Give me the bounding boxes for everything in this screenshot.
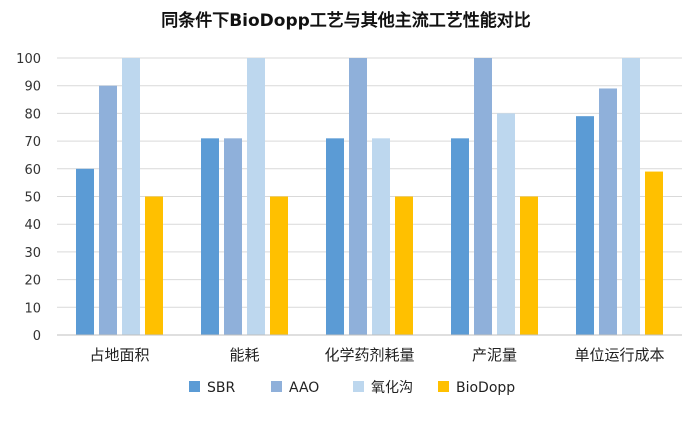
bar-SBR-能耗: [201, 138, 219, 335]
legend-label: AAO: [289, 380, 319, 396]
bar-SBR-占地面积: [76, 168, 94, 335]
y-tick-label: 100: [16, 52, 41, 67]
legend-label: SBR: [207, 380, 235, 396]
legend-label: BioDopp: [456, 380, 515, 396]
y-tick-label: 20: [24, 274, 41, 289]
bars: [76, 58, 663, 336]
y-tick-label: 40: [24, 218, 41, 233]
chart-title: 同条件下BioDopp工艺与其他主流工艺性能对比: [161, 10, 531, 31]
y-tick-label: 10: [24, 301, 41, 316]
bar-氧化沟-能耗: [247, 58, 265, 335]
bar-AAO-能耗: [224, 138, 242, 335]
legend-label: 氧化沟: [371, 380, 413, 396]
bar-SBR-产泥量: [451, 138, 469, 335]
y-tick-label: 50: [24, 191, 41, 206]
x-tick-label: 化学药剂耗量: [324, 346, 414, 364]
y-tick-label: 80: [24, 107, 41, 122]
y-axis-ticks: 0 10 20 30 40 50 60 70 80 90 100: [16, 52, 41, 344]
bar-SBR-单位运行成本: [576, 116, 594, 335]
legend-swatch: [353, 381, 364, 392]
y-tick-label: 0: [33, 329, 41, 344]
bar-SBR-化学药剂耗量: [326, 138, 344, 335]
x-tick-label: 占地面积: [89, 346, 149, 364]
bar-氧化沟-产泥量: [497, 113, 515, 336]
bar-BioDopp-占地面积: [145, 196, 163, 335]
bar-BioDopp-单位运行成本: [645, 171, 663, 335]
bar-氧化沟-化学药剂耗量: [372, 138, 390, 335]
bar-BioDopp-产泥量: [520, 196, 538, 335]
x-tick-label: 产泥量: [472, 346, 517, 364]
bar-BioDopp-能耗: [270, 196, 288, 335]
bar-AAO-化学药剂耗量: [349, 58, 367, 335]
y-tick-label: 70: [24, 135, 41, 150]
legend-swatch: [271, 381, 282, 392]
bar-AAO-产泥量: [474, 58, 492, 335]
y-tick-label: 60: [24, 163, 41, 178]
bar-氧化沟-单位运行成本: [622, 58, 640, 335]
y-tick-label: 30: [24, 246, 41, 261]
bar-氧化沟-占地面积: [122, 58, 140, 335]
legend: SBR AAO 氧化沟 BioDopp: [189, 380, 515, 396]
bar-AAO-单位运行成本: [599, 88, 617, 335]
x-tick-label: 能耗: [229, 346, 259, 364]
bar-BioDopp-化学药剂耗量: [395, 196, 413, 335]
y-tick-label: 90: [24, 80, 41, 95]
x-axis-labels: 占地面积 能耗 化学药剂耗量 产泥量 单位运行成本: [89, 346, 664, 364]
bar-AAO-占地面积: [99, 85, 117, 335]
legend-swatch: [438, 381, 449, 392]
x-tick-label: 单位运行成本: [574, 346, 664, 364]
legend-swatch: [189, 381, 200, 392]
